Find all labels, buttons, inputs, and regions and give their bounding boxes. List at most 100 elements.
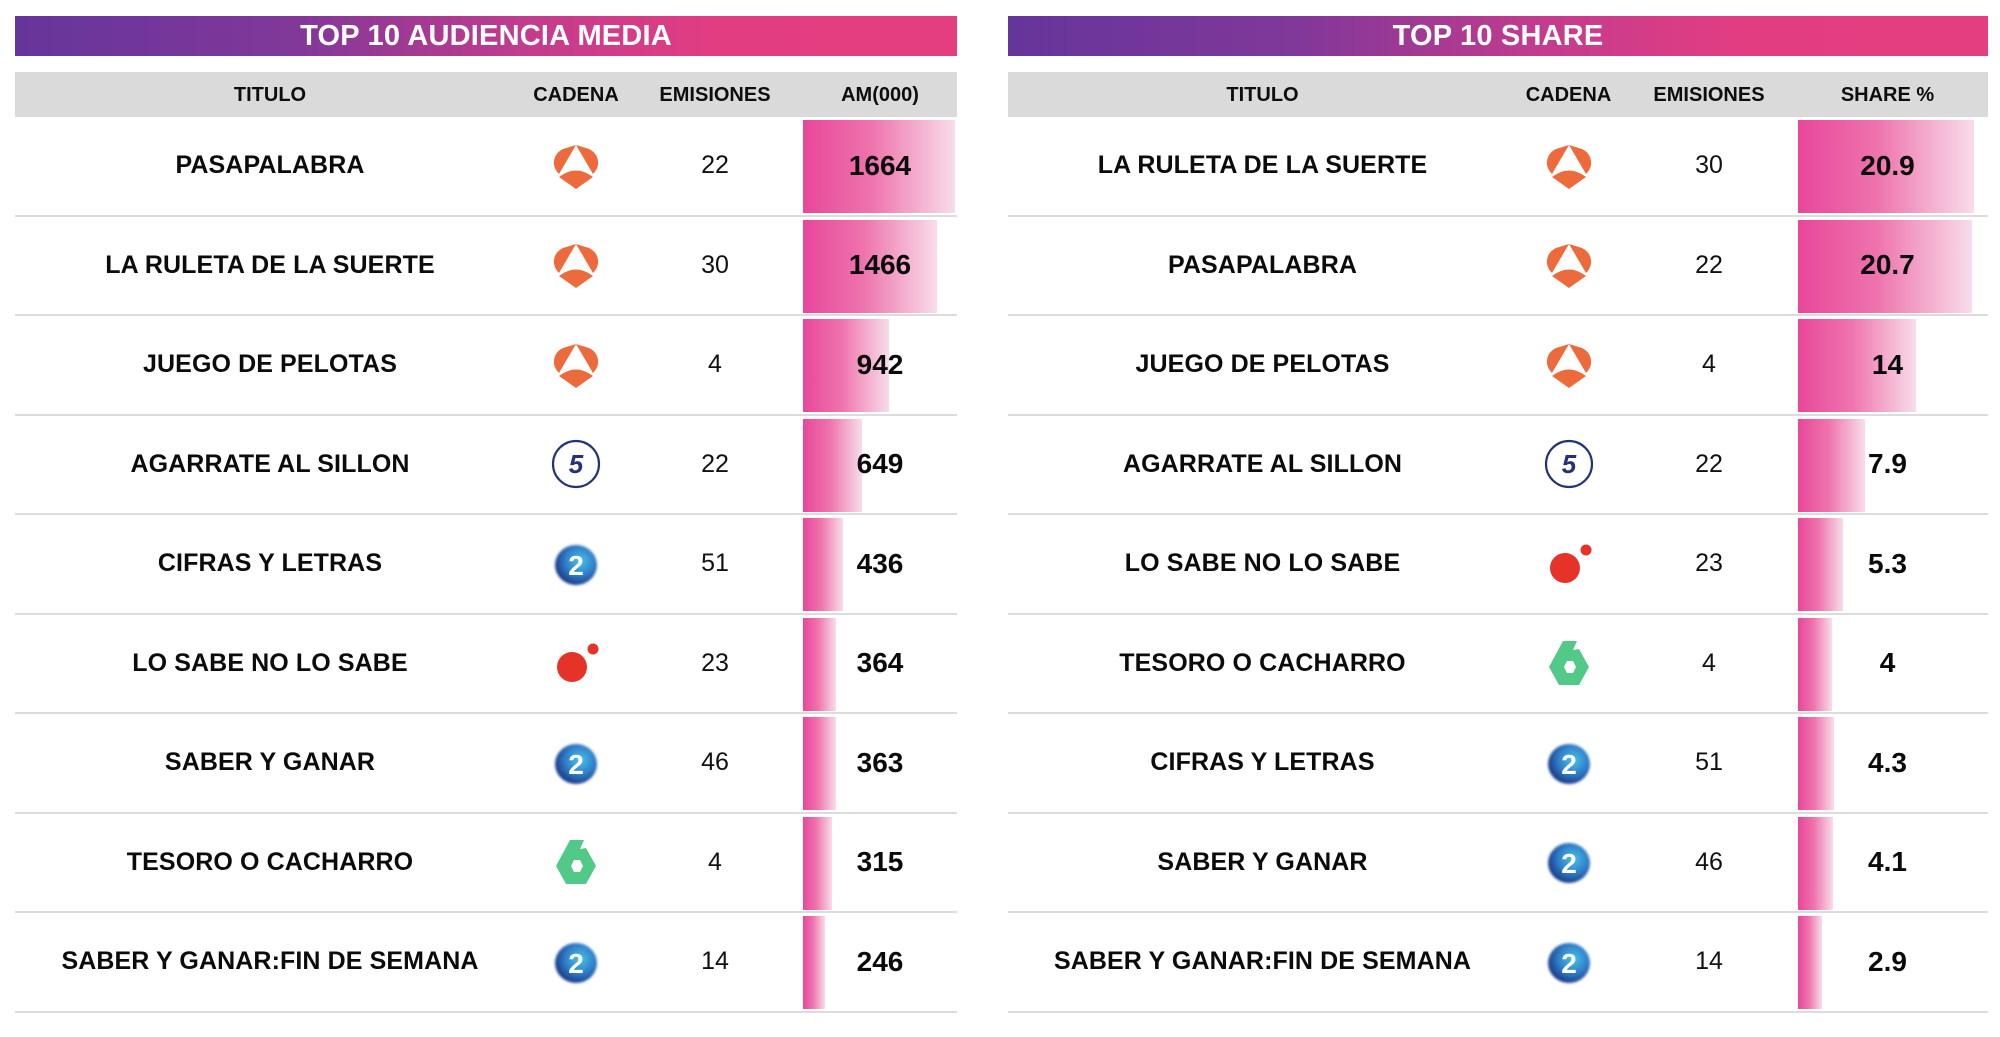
cadena-cell: 5: [525, 416, 627, 513]
program-title: LO SABE NO LO SABE: [132, 648, 408, 677]
value-bar: [803, 617, 836, 711]
emisiones-cell: 23: [627, 615, 803, 712]
table-row: LO SABE NO LO SABE 23 5.3: [1008, 515, 1988, 615]
cadena-cell: [525, 615, 627, 712]
la2-logo-icon: 2: [550, 737, 602, 789]
la2-logo-icon: 2: [550, 936, 602, 988]
value-bar: [1798, 219, 1972, 313]
la2-logo-icon: 2: [1543, 737, 1595, 789]
antena3-logo-icon: [1543, 339, 1595, 391]
cadena-cell: 2: [1517, 814, 1620, 911]
emisiones-value: 22: [701, 449, 729, 478]
value-label: 7.9: [1868, 448, 1907, 479]
emisiones-cell: 51: [627, 515, 803, 612]
table-row: JUEGO DE PELOTAS 4 942: [15, 316, 957, 416]
emisiones-cell: 30: [1620, 117, 1798, 214]
antena3-logo-icon: [550, 239, 602, 291]
titulo-cell: AGARRATE AL SILLON: [15, 416, 525, 513]
table-row: LO SABE NO LO SABE 23 364: [15, 615, 957, 714]
table-row: AGARRATE AL SILLON 5 22 649: [15, 416, 957, 515]
emisiones-value: 23: [701, 648, 729, 677]
emisiones-value: 22: [1695, 250, 1723, 279]
la2-logo-icon: 2: [1543, 836, 1595, 888]
titulo-cell: LO SABE NO LO SABE: [15, 615, 525, 712]
value-label: 315: [856, 846, 904, 877]
table-row: PASAPALABRA 22 20.7: [1008, 217, 1988, 316]
value-bar: [1798, 916, 1822, 1009]
cadena-cell: [1517, 316, 1620, 413]
titulo-cell: CIFRAS Y LETRAS: [15, 515, 525, 612]
value-bar: [803, 418, 862, 512]
titulo-cell: PASAPALABRA: [15, 117, 525, 214]
titulo-cell: JUEGO DE PELOTAS: [1008, 316, 1517, 413]
table-row: SABER Y GANAR 2 46 363: [15, 714, 957, 814]
value-cell: 20.7: [1798, 217, 1977, 314]
value-label: 649: [856, 448, 904, 479]
value-bar: [1798, 319, 1916, 412]
program-title: LA RULETA DE LA SUERTE: [1097, 151, 1428, 179]
value-cell: 649: [803, 416, 957, 513]
value-bar: [803, 120, 955, 213]
value-bar: [1798, 816, 1833, 910]
cadena-cell: 2: [525, 515, 627, 612]
emisiones-value: 4: [708, 847, 722, 876]
emisiones-value: 22: [701, 151, 729, 179]
table-row: SABER Y GANAR 2 46 4.1: [1008, 814, 1988, 913]
emisiones-value: 4: [1702, 350, 1716, 378]
value-bar: [1798, 617, 1832, 711]
program-title: JUEGO DE PELOTAS: [1135, 350, 1390, 378]
emisiones-cell: 22: [1620, 416, 1798, 513]
titulo-cell: JUEGO DE PELOTAS: [15, 316, 525, 413]
svg-text:2: 2: [568, 749, 584, 780]
panel-title: TOP 10 SHARE: [1008, 16, 1988, 56]
emisiones-cell: 22: [627, 117, 803, 214]
column-header-cadena: CADENA: [533, 84, 619, 106]
titulo-cell: CIFRAS Y LETRAS: [1008, 714, 1517, 811]
value-label: 4.3: [1868, 746, 1907, 778]
emisiones-cell: 23: [1620, 515, 1798, 612]
table-row: SABER Y GANAR:FIN DE SEMANA 2 14 246: [15, 913, 957, 1013]
cadena-cell: 2: [1517, 913, 1620, 1010]
value-cell: 1466: [803, 217, 957, 314]
cadena-cell: [525, 217, 627, 314]
titulo-cell: PASAPALABRA: [1008, 217, 1517, 314]
cadena-cell: [525, 316, 627, 413]
emisiones-cell: 4: [627, 814, 803, 911]
antena3-logo-icon: [1543, 239, 1595, 291]
svg-text:5: 5: [1561, 449, 1576, 479]
titulo-cell: SABER Y GANAR: [1008, 814, 1517, 911]
table-header: TITULO CADENA EMISIONES AM(000): [15, 72, 957, 117]
program-title: PASAPALABRA: [1167, 250, 1358, 279]
emisiones-value: 51: [1695, 748, 1723, 776]
emisiones-value: 14: [701, 947, 729, 975]
emisiones-value: 4: [1702, 648, 1716, 677]
value-label: 4.1: [1868, 846, 1907, 877]
value-bar: [803, 319, 889, 412]
panel-title: TOP 10 AUDIENCIA MEDIA: [15, 16, 957, 56]
table-row: CIFRAS Y LETRAS 2 51 4.3: [1008, 714, 1988, 814]
value-label: 14: [1871, 348, 1904, 380]
lasexta-logo-icon: [1543, 637, 1595, 689]
titulo-cell: LA RULETA DE LA SUERTE: [1008, 117, 1517, 214]
value-bar: [803, 816, 832, 910]
emisiones-value: 46: [1695, 847, 1723, 876]
emisiones-cell: 46: [1620, 814, 1798, 911]
telecinco-logo-icon: 5: [1543, 438, 1595, 490]
value-bar: [1798, 717, 1834, 810]
cadena-cell: [1517, 217, 1620, 314]
value-bar: [1798, 418, 1865, 512]
emisiones-cell: 4: [1620, 316, 1798, 413]
value-label: 363: [856, 746, 904, 778]
table-row: CIFRAS Y LETRAS 2 51 436: [15, 515, 957, 615]
program-title: AGARRATE AL SILLON: [130, 449, 410, 478]
program-title: LO SABE NO LO SABE: [1124, 549, 1401, 577]
emisiones-value: 30: [1695, 151, 1723, 179]
emisiones-cell: 4: [627, 316, 803, 413]
emisiones-cell: 14: [627, 913, 803, 1010]
cadena-cell: 2: [1517, 714, 1620, 811]
emisiones-cell: 46: [627, 714, 803, 811]
cuatro-logo-icon: [550, 637, 602, 689]
value-cell: 436: [803, 515, 957, 612]
program-title: SABER Y GANAR: [164, 748, 376, 776]
table-row: SABER Y GANAR:FIN DE SEMANA 2 14 2.9: [1008, 913, 1988, 1013]
